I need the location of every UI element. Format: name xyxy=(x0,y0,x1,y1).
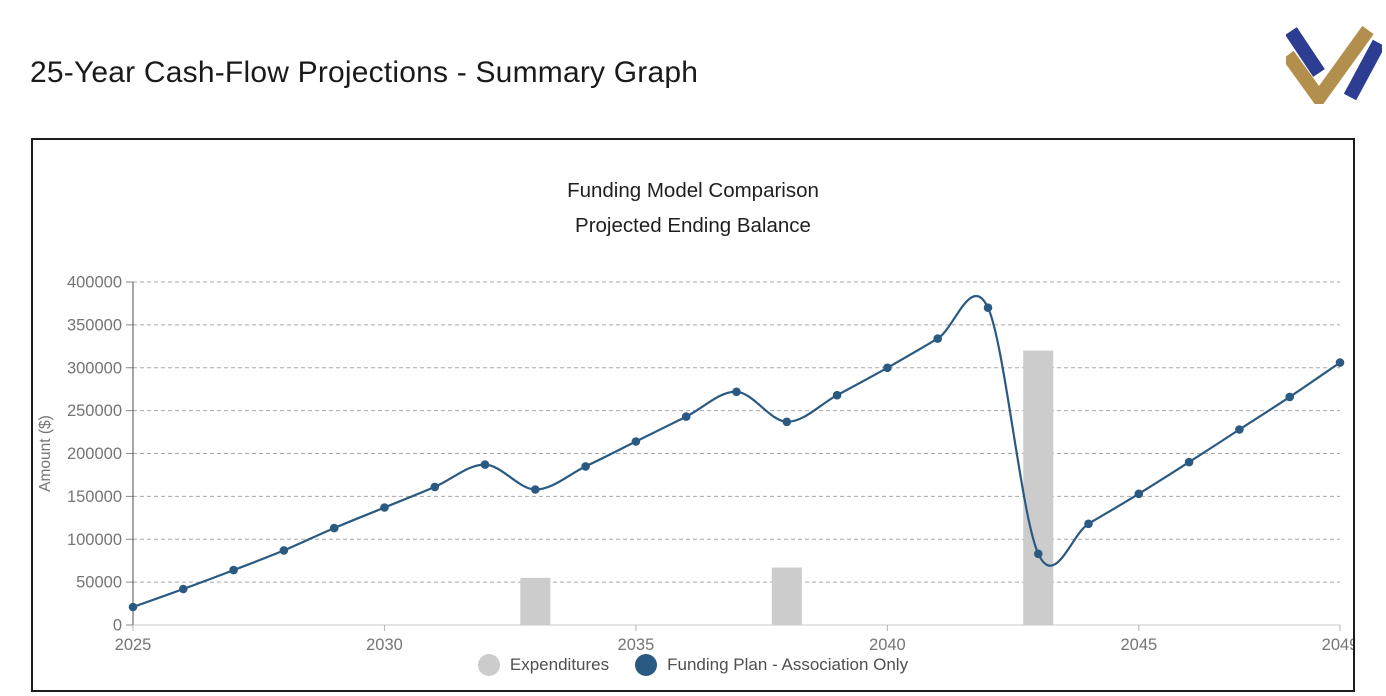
svg-text:0: 0 xyxy=(113,617,122,635)
expenditures-swatch-icon xyxy=(477,654,500,676)
svg-text:200000: 200000 xyxy=(67,445,122,463)
legend-label-expenditures: Expenditures xyxy=(509,655,610,674)
chart-subtitle: Projected Ending Balance xyxy=(575,214,811,237)
cash-flow-chart: 0 50000 100000 150000 200000 250000 300000 3500… xyxy=(37,274,1353,655)
svg-text:50000: 50000 xyxy=(76,574,122,592)
svg-text:2045: 2045 xyxy=(1120,636,1157,654)
svg-text:2049: 2049 xyxy=(1322,636,1353,654)
svg-text:2030: 2030 xyxy=(366,636,403,654)
svg-text:350000: 350000 xyxy=(67,316,122,334)
chart-panel: Funding Model Comparison Projected Endin… xyxy=(31,138,1355,692)
svg-text:2035: 2035 xyxy=(618,636,655,654)
svg-text:150000: 150000 xyxy=(67,488,122,506)
company-logo xyxy=(1286,26,1382,104)
svg-text:2025: 2025 xyxy=(115,636,152,654)
svg-text:Amount ($): Amount ($) xyxy=(37,415,54,492)
svg-text:400000: 400000 xyxy=(67,274,122,292)
svg-text:300000: 300000 xyxy=(67,359,122,377)
page-title: 25-Year Cash-Flow Projections - Summary … xyxy=(30,56,699,89)
funding-plan-swatch-icon xyxy=(635,654,658,676)
svg-text:250000: 250000 xyxy=(67,402,122,420)
svg-text:100000: 100000 xyxy=(67,531,122,549)
chart-legend: Expenditures Funding Plan - Association … xyxy=(33,654,1353,676)
legend-item-funding-plan: Funding Plan - Association Only xyxy=(635,654,908,676)
svg-text:2040: 2040 xyxy=(869,636,906,654)
legend-item-expenditures: Expenditures xyxy=(477,654,610,676)
chart-title-block: Funding Model Comparison Projected Endin… xyxy=(33,173,1353,243)
chart-title: Funding Model Comparison xyxy=(567,179,819,202)
legend-label-funding-plan: Funding Plan - Association Only xyxy=(667,655,909,674)
